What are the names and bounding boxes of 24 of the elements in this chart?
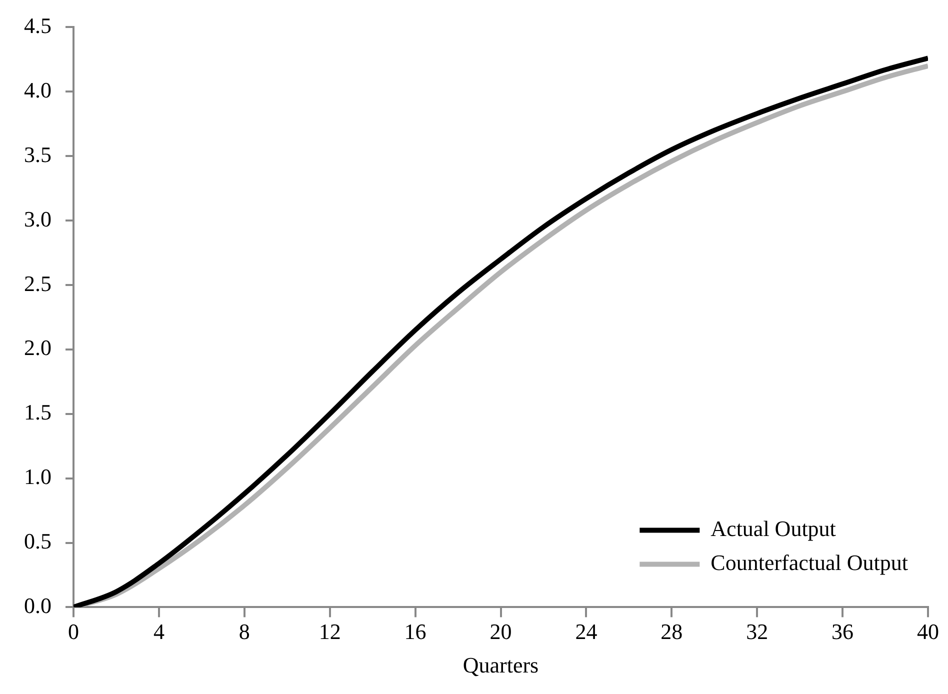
y-tick-label: 2.5 (24, 270, 52, 296)
y-tick-label: 0.0 (24, 592, 52, 618)
x-tick-label: 20 (490, 619, 512, 644)
x-tick-label: 36 (832, 619, 854, 644)
y-tick-label: 4.0 (24, 77, 52, 102)
y-tick-label: 2.0 (24, 335, 52, 360)
x-tick-label: 8 (238, 619, 250, 644)
y-tick-label: 3.5 (24, 142, 52, 167)
x-tick-label: 24 (575, 619, 598, 644)
x-tick-label: 12 (318, 619, 341, 644)
x-tick-label: 28 (660, 619, 683, 644)
legend-label: Counterfactual Output (710, 550, 908, 575)
y-tick-label: 4.5 (24, 12, 52, 38)
y-tick-label: 3.0 (24, 206, 52, 232)
legend-label: Actual Output (710, 516, 836, 541)
x-tick-label: 16 (404, 619, 426, 644)
y-tick-label: 1.5 (24, 400, 52, 425)
x-tick-label: 4 (153, 619, 164, 644)
x-tick-label: 0 (68, 619, 79, 644)
x-axis-title: Quarters (462, 652, 539, 678)
y-tick-label: 0.5 (24, 528, 52, 554)
x-tick-label: 32 (746, 619, 768, 644)
x-tick-label: 40 (917, 619, 939, 644)
y-tick-label: 1.0 (24, 464, 52, 490)
